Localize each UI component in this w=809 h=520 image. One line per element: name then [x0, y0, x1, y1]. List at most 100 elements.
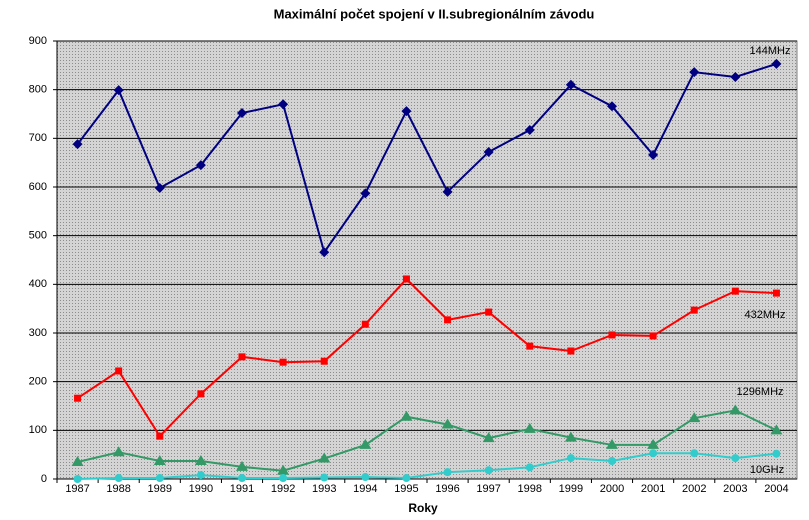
marker: [402, 275, 410, 283]
marker: [731, 454, 740, 463]
marker: [194, 454, 207, 465]
series-label: 1296MHz: [736, 386, 783, 398]
x-axis-label: Roky: [408, 501, 438, 515]
marker: [402, 474, 411, 483]
marker: [73, 475, 82, 483]
plot-area: [56, 40, 798, 480]
marker: [729, 404, 742, 415]
marker: [279, 358, 287, 366]
marker: [648, 149, 659, 160]
marker: [688, 412, 701, 423]
y-tick-label: 700: [29, 132, 47, 144]
x-tick-label: 1992: [271, 483, 295, 495]
marker: [566, 454, 575, 463]
x-tick-label: 1997: [476, 483, 500, 495]
marker: [237, 108, 247, 119]
marker: [770, 424, 783, 435]
x-tick-label: 1998: [518, 483, 542, 495]
marker: [482, 432, 495, 443]
x-tick-label: 1990: [189, 483, 213, 495]
marker: [196, 471, 205, 480]
marker: [608, 331, 616, 339]
series-line: [76, 62, 777, 255]
marker: [319, 247, 330, 258]
marker: [525, 463, 534, 472]
marker: [441, 418, 454, 429]
marker: [72, 139, 83, 150]
series-line: [77, 277, 777, 438]
y-tick-label: 100: [29, 424, 47, 436]
marker: [278, 99, 289, 110]
marker: [730, 72, 741, 83]
marker: [236, 460, 248, 471]
marker: [279, 474, 288, 483]
x-tick-label: 1994: [353, 483, 377, 495]
marker: [565, 79, 576, 90]
marker: [606, 438, 618, 449]
y-tick-label: 300: [29, 327, 47, 339]
marker: [690, 449, 699, 458]
marker: [564, 431, 577, 442]
y-tick-label: 600: [29, 181, 47, 193]
x-tick-label: 1987: [65, 483, 89, 495]
y-tick-label: 800: [29, 84, 47, 96]
x-tick-label: 1996: [435, 483, 459, 495]
marker: [607, 101, 617, 112]
x-tick-label: 1989: [148, 483, 172, 495]
y-tick-label: 500: [29, 230, 47, 242]
marker: [771, 58, 782, 69]
marker: [400, 410, 413, 421]
series-label: 10GHz: [750, 464, 784, 476]
marker: [772, 449, 781, 458]
marker: [567, 347, 575, 355]
x-tick-label: 1993: [312, 483, 336, 495]
marker: [320, 473, 329, 482]
marker: [401, 106, 412, 117]
x-tick-label: 1999: [559, 483, 583, 495]
marker: [524, 125, 535, 136]
y-tick-label: 0: [41, 473, 47, 485]
marker: [115, 367, 123, 375]
marker: [647, 438, 660, 449]
marker: [731, 287, 739, 295]
x-tick-label: 2004: [764, 483, 788, 495]
marker: [443, 468, 452, 477]
x-tick-label: 2003: [723, 483, 747, 495]
marker: [277, 464, 290, 475]
marker: [113, 85, 124, 96]
marker: [153, 454, 166, 465]
marker: [444, 316, 452, 324]
x-tick-label: 1991: [230, 483, 254, 495]
marker: [320, 357, 328, 365]
y-tick-label: 400: [29, 278, 47, 290]
marker: [112, 446, 125, 457]
series-line: [77, 409, 777, 472]
marker: [608, 456, 616, 465]
marker: [649, 449, 658, 458]
marker: [74, 394, 82, 402]
marker: [361, 320, 369, 328]
marker: [523, 422, 536, 433]
x-tick-label: 2001: [641, 483, 665, 495]
x-tick-label: 2002: [682, 483, 706, 495]
series-line: [77, 452, 777, 480]
y-tick-label: 900: [29, 35, 47, 47]
marker: [772, 289, 780, 297]
x-tick-label: 2000: [600, 483, 624, 495]
chart-title: Maximální počet spojení v II.subregionál…: [274, 6, 595, 21]
marker: [71, 455, 84, 466]
marker: [318, 452, 331, 463]
marker: [442, 186, 453, 197]
marker: [485, 308, 493, 316]
marker: [526, 342, 534, 350]
marker: [649, 332, 657, 340]
series-label: 144MHz: [750, 45, 791, 57]
y-tick-label: 200: [29, 376, 47, 388]
marker: [484, 466, 493, 475]
marker: [238, 474, 246, 483]
marker: [238, 353, 246, 361]
marker: [361, 473, 370, 482]
marker: [360, 188, 371, 199]
marker: [156, 432, 164, 440]
